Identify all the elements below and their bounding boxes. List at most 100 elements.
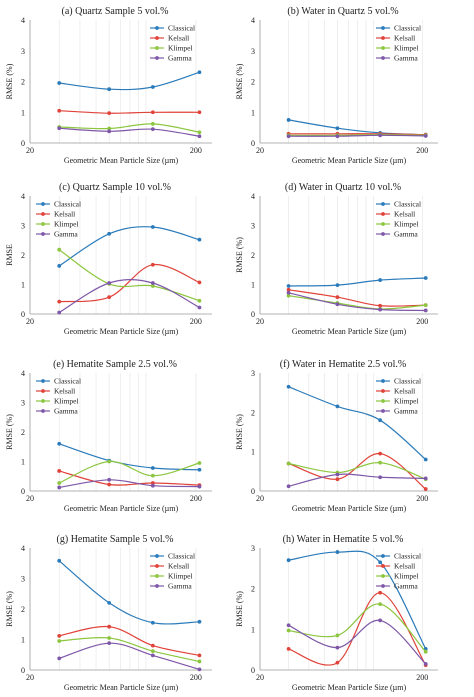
data-point-klimpel: [107, 126, 112, 131]
chart-title: (c) Quartz Sample 10 vol.%: [59, 182, 171, 193]
legend-label-kelsall: Kelsall: [394, 387, 415, 396]
legend-marker-klimpel: [381, 46, 385, 50]
chart-panel-7: (g) Hematite Sample 5 vol.% 0 1 2 3 4 20 200 Geo…: [5, 534, 212, 692]
data-point-classical: [286, 384, 291, 389]
data-point-klimpel: [286, 628, 291, 633]
chart-title: (h) Water in Hematite 5 vol.%: [283, 534, 404, 545]
series-line-gamma: [288, 134, 426, 137]
legend-label-classical: Classical: [168, 24, 195, 33]
data-point-gamma: [378, 475, 383, 480]
data-point-classical: [57, 264, 62, 268]
data-point-klimpel: [107, 459, 112, 464]
x-axis-label: Geometric Mean Particle Size (µm): [292, 156, 407, 165]
data-point-classical: [197, 70, 202, 75]
legend-marker-gamma: [381, 584, 385, 588]
y-tick-label: 1: [21, 458, 25, 467]
data-point-kelsall: [423, 487, 428, 491]
data-point-kelsall: [150, 481, 155, 485]
legend-marker-gamma: [381, 409, 385, 413]
data-point-kelsall: [57, 469, 62, 473]
series-line-kelsall: [59, 625, 200, 656]
data-point-gamma: [378, 307, 383, 312]
data-point-classical: [57, 441, 62, 446]
data-point-gamma: [150, 127, 155, 132]
data-point-classical: [57, 558, 62, 563]
y-tick-label: 0: [21, 487, 25, 496]
legend-marker-kelsall: [41, 389, 45, 393]
y-tick-label: 2: [21, 428, 25, 437]
data-point-klimpel: [197, 461, 202, 465]
x-tick-label: 200: [190, 494, 202, 503]
series-line-gamma: [58, 279, 200, 314]
legend-marker-kelsall: [155, 36, 159, 40]
y-tick-label: 4: [21, 16, 25, 25]
y-tick-label: 0: [251, 666, 255, 675]
y-tick-label: 3: [21, 47, 25, 56]
legend-marker-classical: [41, 379, 45, 383]
data-point-gamma: [57, 126, 62, 131]
data-point-classical: [57, 81, 62, 85]
data-point-kelsall: [150, 262, 155, 267]
series-line-gamma: [288, 619, 427, 665]
data-point-gamma: [286, 484, 291, 489]
data-point-kelsall: [150, 110, 155, 115]
legend-label-classical: Classical: [394, 552, 421, 561]
series-line-gamma: [59, 642, 200, 670]
data-point-kelsall: [335, 477, 340, 482]
chart-panel-8: (h) Water in Hematite 5 vol.% 0 1 2 3 20 200 Ge…: [235, 534, 438, 692]
x-tick-label: 20: [26, 317, 34, 326]
data-point-klimpel: [150, 122, 155, 126]
legend-label-kelsall: Kelsall: [394, 210, 415, 219]
data-point-gamma: [197, 305, 202, 310]
data-point-kelsall: [378, 451, 383, 456]
series-line-klimpel: [58, 249, 200, 302]
data-point-kelsall: [107, 482, 112, 487]
data-point-classical: [378, 560, 383, 565]
x-tick-label: 20: [256, 317, 264, 326]
legend-label-gamma: Gamma: [394, 54, 418, 63]
data-point-gamma: [335, 645, 340, 650]
data-point-classical: [197, 619, 202, 624]
data-point-classical: [107, 601, 112, 605]
data-point-gamma: [150, 281, 155, 285]
data-point-kelsall: [286, 646, 291, 651]
legend-marker-kelsall: [41, 212, 45, 216]
y-tick-label: 1: [251, 108, 255, 117]
data-point-classical: [335, 404, 340, 409]
data-point-gamma: [57, 310, 62, 315]
legend-marker-kelsall: [381, 36, 385, 40]
legend-marker-kelsall: [381, 389, 385, 393]
data-point-gamma: [335, 302, 340, 307]
data-point-gamma: [107, 281, 112, 285]
data-point-classical: [423, 457, 428, 462]
y-axis-label: RMSE (%): [235, 414, 244, 450]
data-point-klimpel: [378, 460, 383, 465]
y-tick-label: 4: [251, 16, 255, 25]
chart-panel-3: (c) Quartz Sample 10 vol.% 0 1 2 3 4 20 200 Geom…: [5, 182, 212, 336]
series-line-gamma: [288, 292, 426, 312]
data-point-gamma: [423, 134, 428, 138]
legend-marker-klimpel: [381, 222, 385, 226]
y-tick-label: 1: [251, 448, 255, 457]
chart-panel-1: (a) Quartz Sample 5 vol.% 0 1 2 3 4 20 200 Geome…: [5, 6, 212, 165]
legend-marker-klimpel: [381, 399, 385, 403]
data-point-klimpel: [57, 639, 62, 643]
legend-label-classical: Classical: [168, 552, 195, 561]
legend-label-klimpel: Klimpel: [168, 44, 193, 53]
y-tick-label: 0: [251, 310, 255, 319]
legend-marker-classical: [381, 26, 385, 30]
series-line-kelsall: [288, 133, 426, 136]
series-line-classical: [288, 277, 426, 287]
data-point-klimpel: [57, 247, 62, 252]
data-point-classical: [107, 87, 112, 92]
data-point-gamma: [197, 667, 202, 672]
data-point-klimpel: [378, 602, 383, 607]
data-point-klimpel: [57, 481, 62, 485]
data-point-klimpel: [197, 659, 202, 664]
legend-marker-klimpel: [41, 222, 45, 226]
data-point-gamma: [150, 483, 155, 488]
x-axis-label: Geometric Mean Particle Size (µm): [64, 327, 179, 336]
data-point-kelsall: [335, 660, 340, 665]
legend-label-kelsall: Kelsall: [54, 387, 75, 396]
series-line-klimpel: [288, 134, 426, 136]
